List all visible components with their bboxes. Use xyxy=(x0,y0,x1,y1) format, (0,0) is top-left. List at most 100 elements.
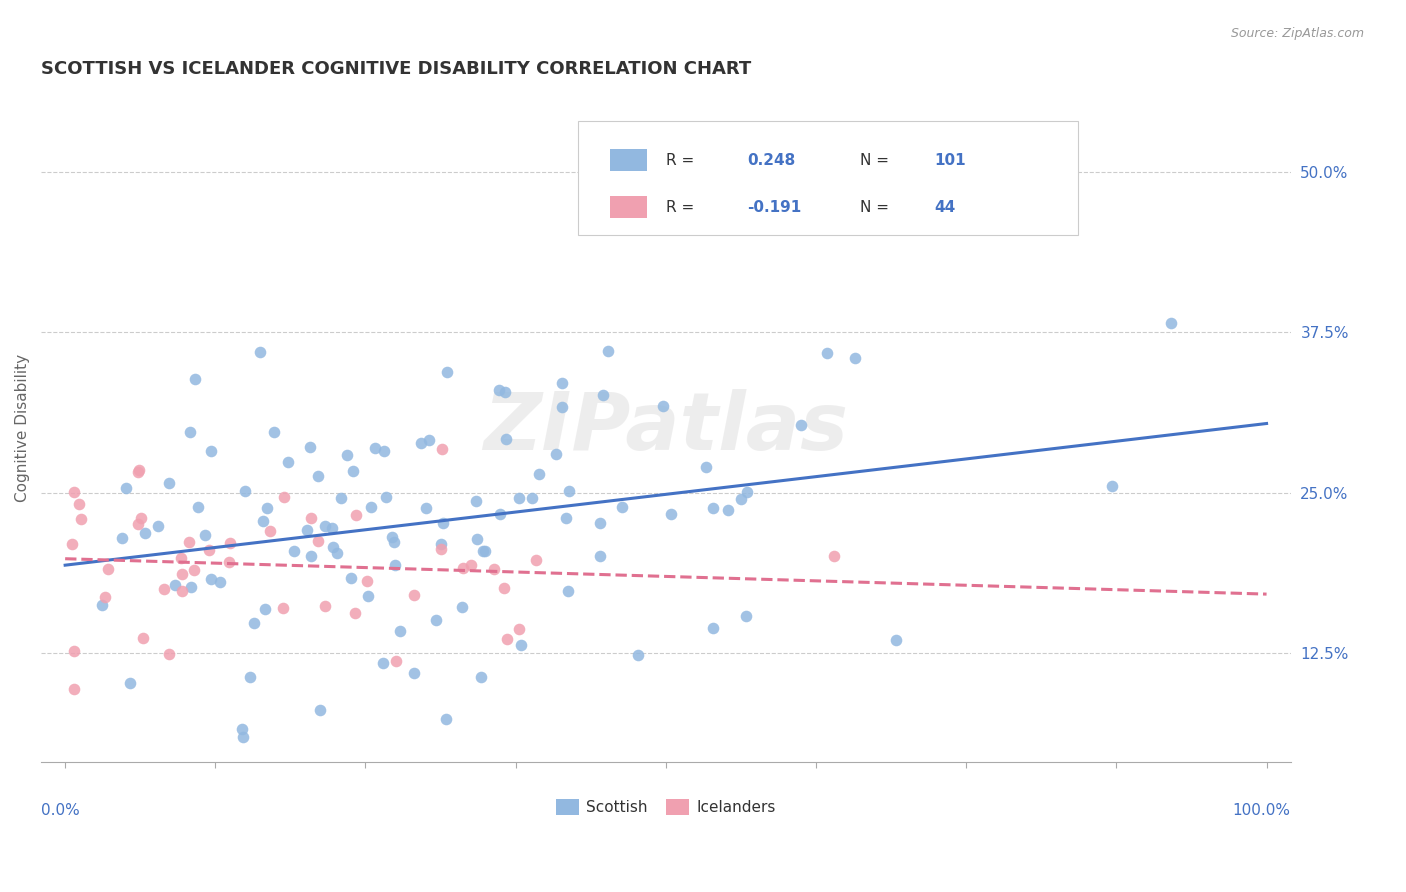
Text: 0.0%: 0.0% xyxy=(41,803,80,817)
Point xyxy=(430,537,453,551)
Point xyxy=(299,511,322,525)
Point xyxy=(325,545,347,559)
Point xyxy=(1101,478,1123,492)
Point xyxy=(218,536,240,550)
Point xyxy=(295,523,318,537)
Point xyxy=(179,425,201,439)
Point xyxy=(551,400,574,414)
Point xyxy=(314,599,336,614)
Point xyxy=(308,703,330,717)
Point xyxy=(307,468,329,483)
Point xyxy=(382,535,405,549)
Point xyxy=(200,572,222,586)
Point xyxy=(184,371,207,385)
Point xyxy=(659,507,682,521)
Point xyxy=(702,621,724,635)
Point xyxy=(172,567,194,582)
Point xyxy=(627,648,650,662)
Point xyxy=(415,501,437,516)
Point xyxy=(373,656,395,670)
Point xyxy=(131,631,153,645)
Point xyxy=(430,442,453,457)
Point xyxy=(67,497,90,511)
Point xyxy=(436,365,458,379)
Point xyxy=(384,558,406,573)
Point xyxy=(1160,316,1182,330)
Point xyxy=(263,425,285,440)
Point xyxy=(823,549,845,563)
Point xyxy=(432,516,454,530)
Text: R =: R = xyxy=(666,201,699,216)
Point xyxy=(489,508,512,522)
Point xyxy=(177,535,200,549)
Point xyxy=(717,502,740,516)
Point xyxy=(652,400,675,414)
Point xyxy=(299,549,322,563)
Point xyxy=(375,490,398,504)
Point xyxy=(271,601,294,615)
Point xyxy=(465,532,488,546)
Point xyxy=(114,481,136,495)
Point xyxy=(194,528,217,542)
Point xyxy=(180,580,202,594)
Point xyxy=(157,647,180,661)
Point xyxy=(409,436,432,450)
FancyBboxPatch shape xyxy=(610,196,647,218)
Point xyxy=(277,455,299,469)
Point xyxy=(197,543,219,558)
Point xyxy=(183,562,205,576)
Point xyxy=(470,670,492,684)
Point xyxy=(598,343,620,358)
Point xyxy=(404,665,426,680)
Point xyxy=(356,574,378,589)
Point xyxy=(342,464,364,478)
Point xyxy=(364,441,387,455)
Point xyxy=(695,460,717,475)
Point xyxy=(557,484,579,499)
Text: SCOTTISH VS ICELANDER COGNITIVE DISABILITY CORRELATION CHART: SCOTTISH VS ICELANDER COGNITIVE DISABILI… xyxy=(41,60,751,78)
Point xyxy=(200,443,222,458)
Point xyxy=(381,530,404,544)
Point xyxy=(589,516,612,530)
Point xyxy=(464,493,486,508)
Point xyxy=(253,602,276,616)
Point xyxy=(218,555,240,569)
Point xyxy=(330,491,353,506)
Point xyxy=(60,537,83,551)
Point xyxy=(239,670,262,684)
Point xyxy=(283,543,305,558)
Point xyxy=(259,524,281,538)
Point xyxy=(484,562,506,576)
Text: N =: N = xyxy=(859,153,893,169)
Point xyxy=(425,613,447,627)
Point xyxy=(172,584,194,599)
Point xyxy=(273,490,295,504)
Text: 100.0%: 100.0% xyxy=(1233,803,1291,817)
Point xyxy=(321,521,343,535)
Point xyxy=(434,712,457,726)
Point xyxy=(496,632,519,646)
Point xyxy=(307,533,329,548)
Text: N =: N = xyxy=(859,201,893,216)
Point xyxy=(734,609,756,624)
Point xyxy=(344,606,367,620)
Text: 44: 44 xyxy=(935,201,956,216)
Point xyxy=(524,553,547,567)
Text: Source: ZipAtlas.com: Source: ZipAtlas.com xyxy=(1230,27,1364,40)
Point xyxy=(510,638,533,652)
Point xyxy=(492,582,515,596)
Point xyxy=(165,578,187,592)
Point xyxy=(335,448,357,462)
Point xyxy=(527,467,550,481)
Point xyxy=(404,588,426,602)
Point xyxy=(735,484,758,499)
Point xyxy=(231,723,253,737)
Point xyxy=(256,501,278,516)
Point xyxy=(127,465,149,479)
Point xyxy=(69,511,91,525)
Point xyxy=(702,501,724,516)
Legend: Scottish, Icelanders: Scottish, Icelanders xyxy=(550,793,782,822)
Point xyxy=(508,491,530,505)
Point xyxy=(344,508,367,523)
Point xyxy=(815,345,838,359)
